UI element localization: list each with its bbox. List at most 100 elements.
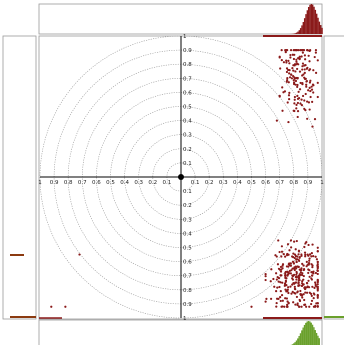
data-point — [309, 89, 312, 93]
data-point — [281, 109, 284, 112]
data-point — [292, 79, 295, 82]
data-point — [299, 268, 302, 272]
data-point — [279, 290, 282, 293]
data-point — [301, 296, 304, 299]
y-tick-label: 0.4 — [183, 119, 192, 125]
data-point — [297, 56, 300, 60]
data-point — [295, 295, 299, 299]
data-point — [277, 280, 280, 283]
data-point — [295, 103, 298, 106]
data-point — [277, 277, 281, 280]
data-point — [276, 286, 279, 289]
top-histogram-bar — [317, 17, 319, 34]
data-point — [284, 270, 287, 274]
data-point — [303, 107, 306, 111]
data-point — [301, 74, 304, 77]
data-point — [278, 250, 281, 254]
data-point — [287, 68, 290, 72]
data-point — [293, 98, 296, 101]
data-point — [291, 267, 294, 270]
data-point — [294, 265, 297, 268]
data-point — [311, 271, 314, 274]
data-point — [314, 71, 318, 74]
data-point — [298, 256, 301, 259]
data-point — [287, 94, 291, 97]
data-point — [301, 283, 305, 286]
data-point — [316, 293, 319, 297]
data-point — [294, 79, 298, 83]
top-histogram-bar — [320, 25, 322, 34]
data-point — [308, 259, 311, 262]
top-histogram-bar — [321, 27, 323, 34]
data-point — [295, 271, 298, 275]
y-tick-label: 0.8 — [183, 288, 192, 294]
data-point — [308, 253, 312, 256]
bottom-histogram-bar — [314, 330, 316, 345]
data-point — [290, 73, 293, 76]
x-tick-label: 0.3 — [219, 180, 228, 186]
top-histogram-bar — [310, 4, 313, 35]
data-point — [316, 283, 319, 286]
data-point — [314, 304, 317, 307]
top-histogram-bar — [301, 25, 303, 34]
data-point — [296, 110, 300, 113]
data-point — [280, 245, 284, 248]
data-point — [296, 67, 299, 71]
data-point — [311, 266, 314, 269]
data-point — [296, 304, 299, 307]
data-point — [279, 274, 282, 277]
data-point — [299, 49, 302, 52]
data-point — [284, 280, 288, 283]
data-point — [265, 297, 268, 300]
data-point — [277, 239, 280, 242]
data-point — [296, 290, 299, 293]
data-point — [304, 291, 307, 294]
x-tick-label: 1 — [38, 180, 42, 186]
data-point — [308, 305, 311, 308]
data-point — [312, 255, 315, 258]
data-point — [316, 265, 319, 268]
data-point — [316, 81, 319, 84]
x-tick-label: 0.2 — [148, 180, 157, 186]
data-point — [308, 60, 311, 63]
data-point — [304, 253, 307, 256]
data-point — [310, 255, 313, 258]
data-point — [293, 267, 296, 270]
data-point — [313, 55, 316, 59]
data-point — [305, 260, 308, 264]
bottom-histogram-bar — [318, 338, 320, 345]
data-point — [289, 56, 292, 59]
data-point — [288, 72, 291, 75]
data-point — [282, 61, 286, 64]
data-point — [290, 292, 293, 295]
data-point — [310, 88, 314, 91]
y-tick-label: 0.7 — [183, 76, 192, 82]
data-point — [314, 271, 318, 275]
y-tick-label: 0.3 — [183, 133, 192, 139]
data-point — [297, 265, 300, 268]
data-point — [289, 262, 292, 265]
right-histogram-frame — [323, 35, 344, 320]
data-point — [315, 258, 319, 261]
data-point — [293, 285, 296, 288]
data-point — [316, 285, 319, 289]
data-point — [292, 49, 295, 52]
data-point — [250, 305, 253, 308]
data-point — [288, 91, 291, 94]
data-point — [312, 296, 315, 300]
data-point — [291, 283, 294, 286]
top-histogram-frame — [38, 3, 323, 35]
data-point — [311, 243, 314, 246]
data-point — [305, 305, 308, 308]
data-point — [293, 240, 296, 243]
data-point — [275, 301, 278, 305]
data-point — [289, 285, 292, 288]
data-point — [284, 273, 287, 276]
data-point — [307, 268, 310, 271]
data-point — [295, 260, 298, 264]
data-point — [316, 305, 319, 308]
data-point — [306, 282, 309, 285]
data-point — [311, 125, 314, 128]
data-point — [307, 271, 310, 275]
